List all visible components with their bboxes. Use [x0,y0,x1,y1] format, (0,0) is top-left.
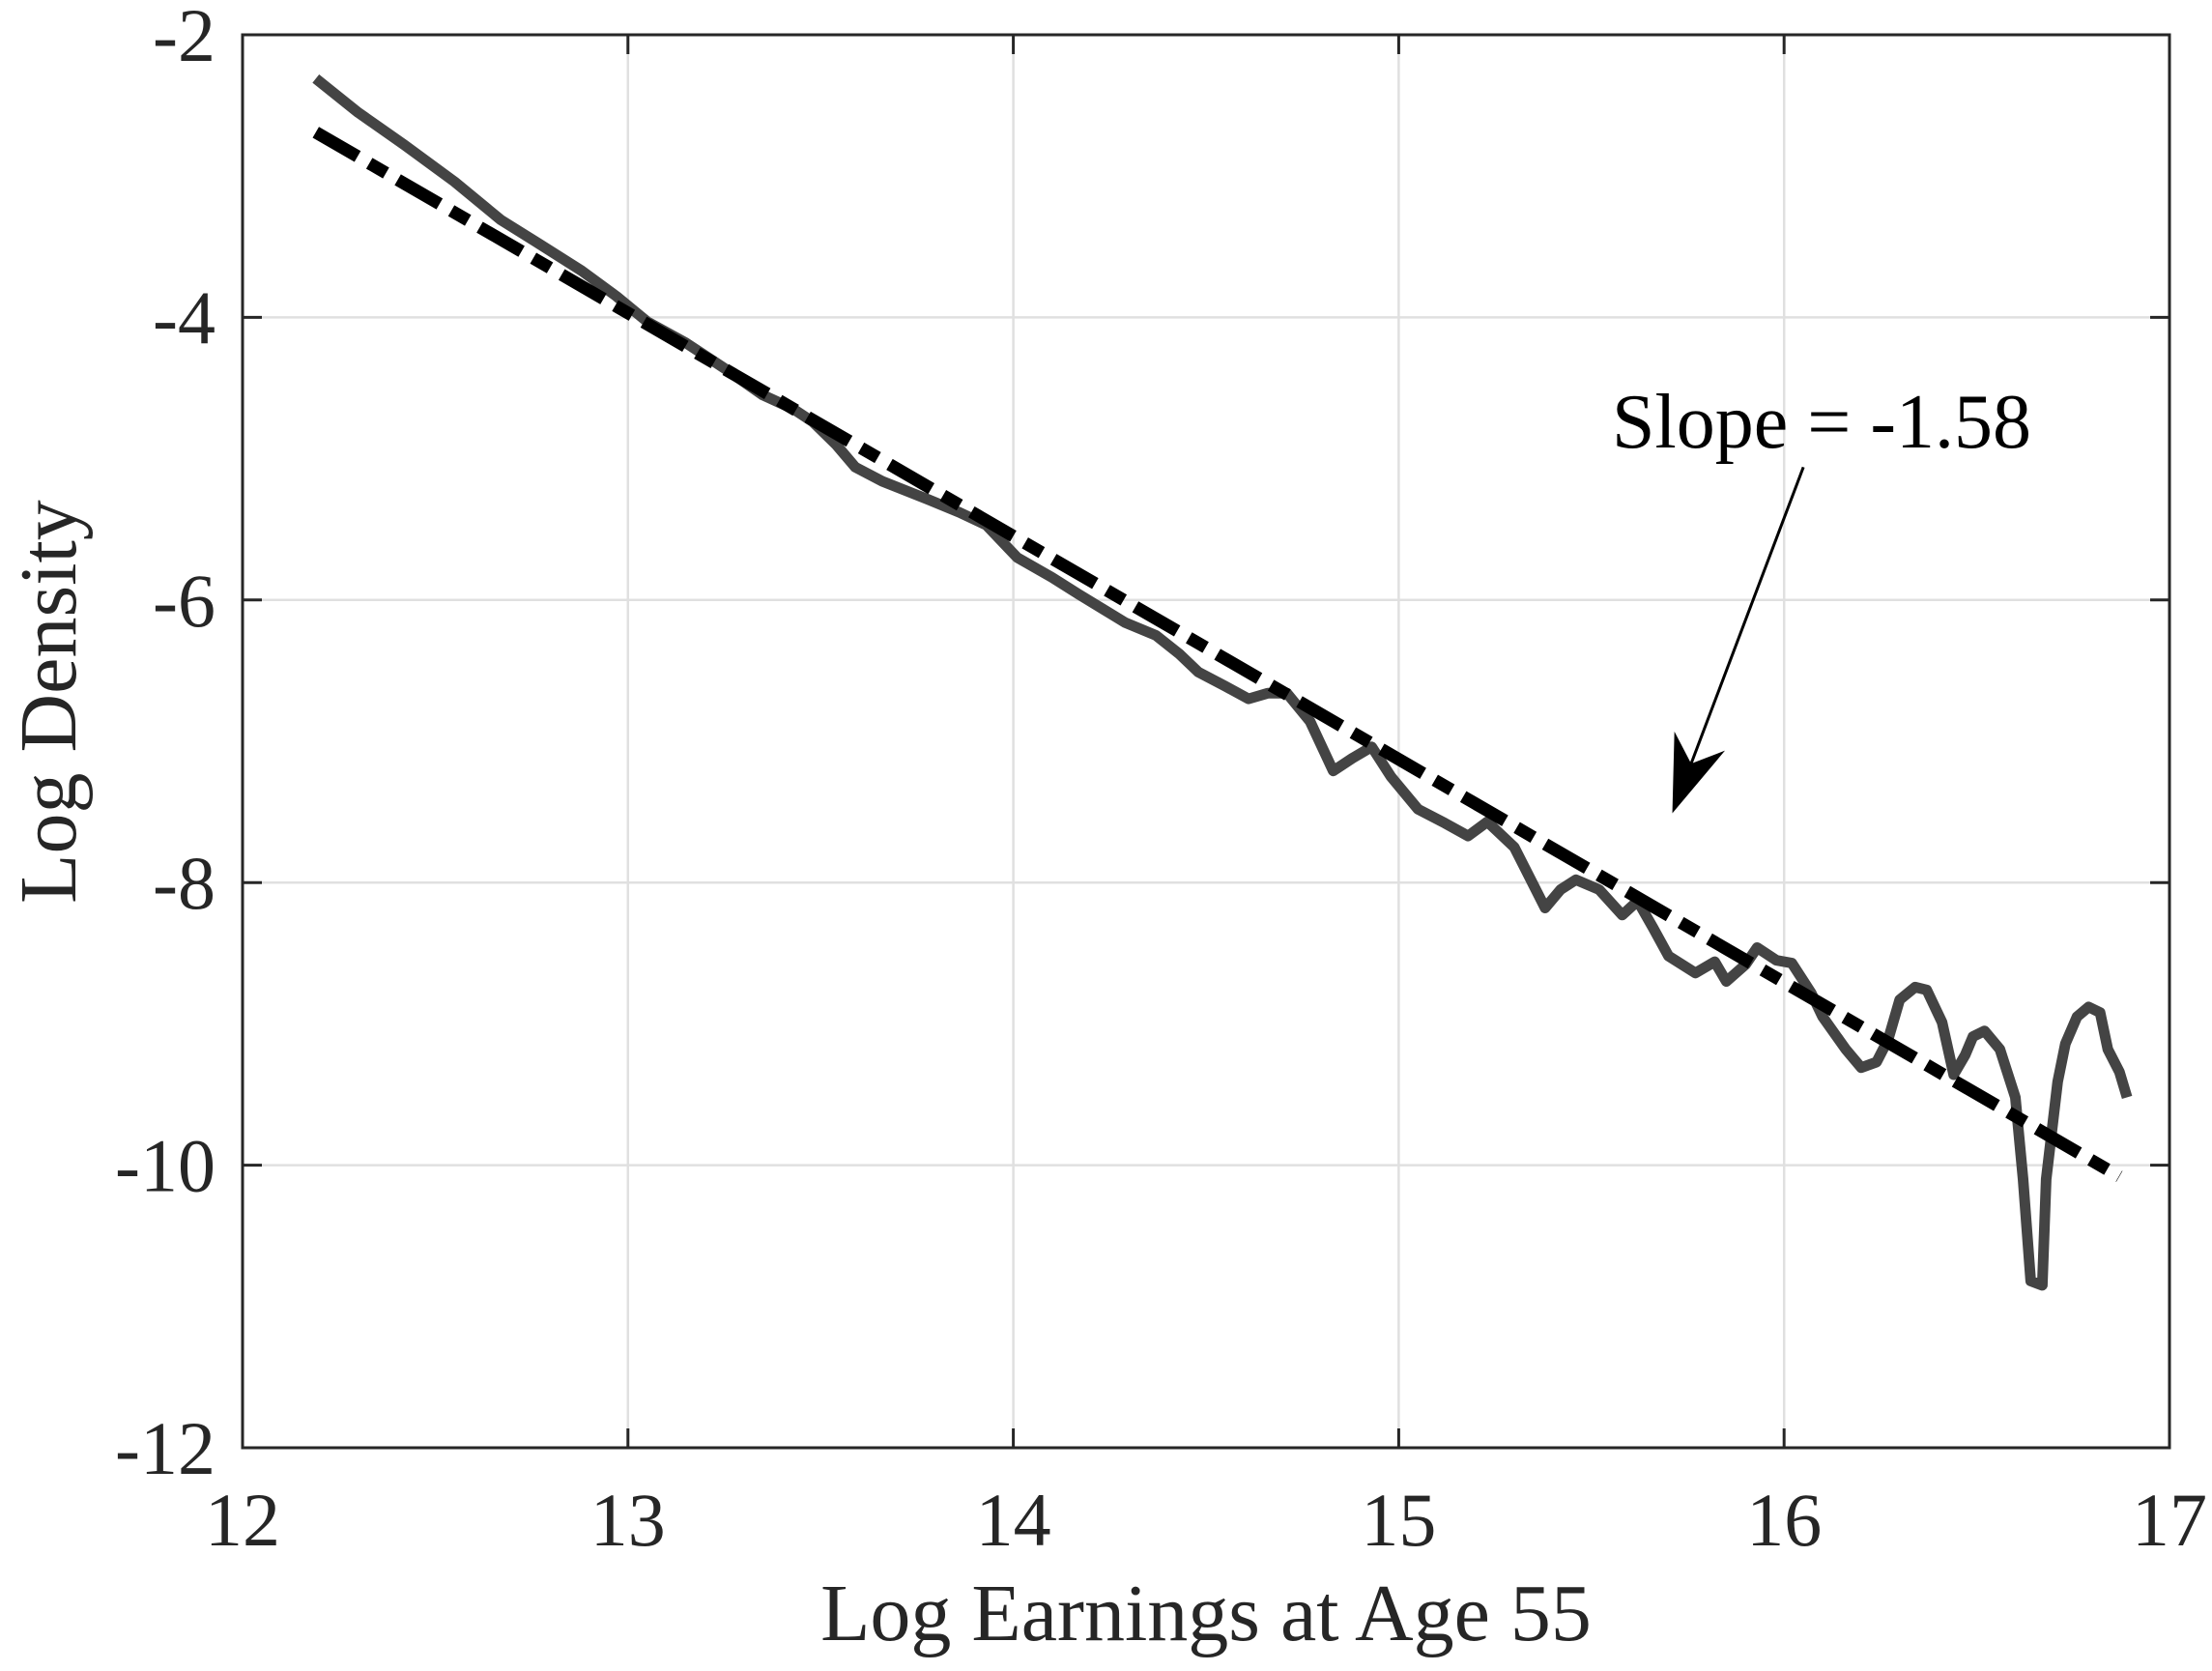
y-tick-labels: -2 -4 -6 -8 -10 -12 [115,0,215,1490]
x-tick-label: 12 [205,1478,280,1562]
y-tick-label: -2 [153,0,215,77]
y-tick-label: -6 [153,559,215,643]
density-line [312,74,2133,1291]
linear-fit-line [312,127,2123,1182]
plot-series [312,74,2133,1291]
arrow-down-left-icon [1672,731,1726,814]
x-tick-label: 16 [1746,1478,1822,1562]
y-tick-label: -12 [115,1406,215,1490]
slope-annotation-text: Slope = -1.58 [1612,380,2031,465]
x-tick-label: 13 [590,1478,666,1562]
y-tick-label: -8 [153,841,215,925]
x-tick-label: 14 [976,1478,1051,1562]
x-tick-labels: 12 13 14 15 16 17 [205,1478,2207,1562]
annotation-arrow-shaft [1689,466,1805,764]
y-tick-label: -4 [153,275,215,360]
x-tick-label: 17 [2132,1478,2207,1562]
y-tick-label: -10 [115,1124,215,1208]
x-axis-label: Log Earnings at Age 55 [820,1569,1592,1658]
axis-ticks [241,33,2171,1450]
x-tick-label: 15 [1361,1478,1436,1562]
gridlines [243,35,2169,1448]
axes-frame [241,33,2171,1450]
y-axis-label: Log Density [4,500,94,904]
slope-annotation: Slope = -1.58 [1612,380,2031,814]
